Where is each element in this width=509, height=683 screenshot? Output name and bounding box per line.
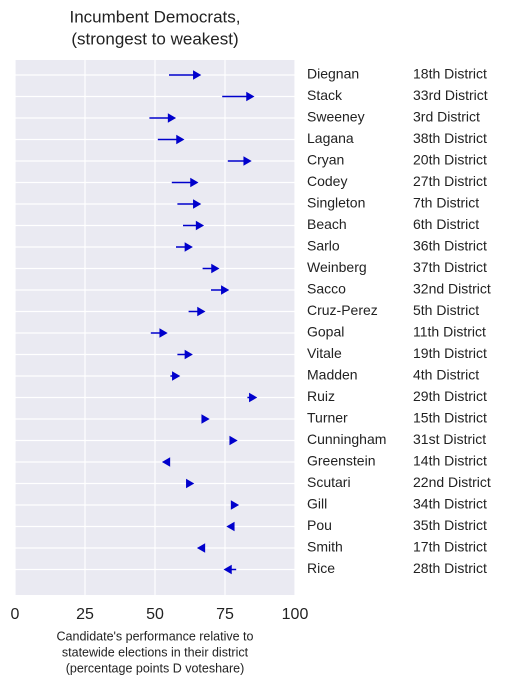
chart-title: (strongest to weakest): [71, 29, 238, 48]
district-label: 18th District: [413, 66, 487, 82]
district-label: 38th District: [413, 130, 487, 146]
y-tick-label: Diegnan: [307, 66, 359, 82]
district-label: 36th District: [413, 238, 487, 254]
chart-title: Incumbent Democrats,: [69, 7, 240, 26]
district-label: 4th District: [413, 367, 479, 383]
arrow: [211, 285, 230, 295]
y-tick-label: Beach: [307, 216, 347, 232]
y-tick-label: Pou: [307, 517, 332, 533]
x-tick-label: 100: [282, 606, 309, 623]
arrow: [230, 500, 240, 510]
arrow: [171, 177, 199, 188]
district-label: 6th District: [413, 216, 479, 232]
district-label: 5th District: [413, 302, 479, 318]
district-label: 22nd District: [413, 474, 491, 490]
district-label: 14th District: [413, 453, 487, 469]
x-tick-label: 50: [146, 606, 164, 623]
district-label: 28th District: [413, 560, 487, 576]
y-tick-label: Gopal: [307, 324, 344, 340]
y-tick-label: Codey: [307, 173, 347, 189]
arrow: [186, 478, 195, 489]
arrow: [201, 414, 210, 424]
arrow: [202, 263, 220, 274]
district-label: 37th District: [413, 259, 487, 275]
y-tick-label: Gill: [307, 496, 327, 512]
x-axis-label: statewide elections in their district: [62, 645, 249, 659]
x-tick-label: 0: [11, 606, 20, 623]
x-axis-label: Candidate's performance relative to: [57, 629, 254, 643]
arrow: [177, 199, 202, 209]
district-label: 31st District: [413, 431, 486, 447]
arrow: [196, 543, 206, 553]
y-tick-label: Lagana: [307, 130, 354, 146]
x-tick-label: 75: [216, 606, 234, 623]
district-label: 19th District: [413, 345, 487, 361]
y-tick-label: Sarlo: [307, 238, 340, 254]
district-label: 29th District: [413, 388, 487, 404]
y-tick-label: Singleton: [307, 195, 365, 211]
arrow: [150, 328, 168, 338]
y-tick-label: Madden: [307, 367, 358, 383]
district-label: 15th District: [413, 410, 487, 426]
arrow: [177, 349, 193, 360]
arrow: [229, 435, 238, 446]
y-tick-label: Sweeney: [307, 109, 365, 125]
district-label: 20th District: [413, 152, 487, 168]
y-tick-label: Smith: [307, 539, 343, 555]
y-tick-label: Scutari: [307, 474, 351, 490]
arrow: [247, 392, 258, 403]
x-tick-label: 25: [76, 606, 94, 623]
arrow: [149, 113, 177, 123]
y-tick-label: Stack: [307, 87, 343, 103]
arrow: [226, 521, 235, 532]
y-tick-label: Cunningham: [307, 431, 386, 447]
y-tick-label: Rice: [307, 560, 335, 576]
arrow: [223, 564, 237, 575]
arrow: [227, 156, 252, 166]
arrow: [188, 306, 206, 317]
x-axis-label: (percentage points D voteshare): [66, 661, 245, 675]
y-tick-label: Turner: [307, 410, 348, 426]
arrow: [183, 220, 205, 231]
y-tick-label: Greenstein: [307, 453, 375, 469]
district-label: 32nd District: [413, 281, 491, 297]
district-label: 34th District: [413, 496, 487, 512]
district-label: 11th District: [413, 324, 486, 340]
arrow: [176, 242, 193, 252]
arrow: [169, 70, 202, 80]
district-label: 33rd District: [413, 87, 488, 103]
y-tick-label: Sacco: [307, 281, 346, 297]
y-tick-label: Weinberg: [307, 259, 367, 275]
arrow: [157, 134, 185, 145]
district-label: 3rd District: [413, 109, 480, 125]
y-tick-label: Vitale: [307, 345, 342, 361]
district-label: 17th District: [413, 539, 487, 555]
district-label: 7th District: [413, 195, 479, 211]
district-label: 35th District: [413, 517, 487, 533]
y-tick-label: Ruiz: [307, 388, 335, 404]
y-tick-label: Cruz-Perez: [307, 302, 378, 318]
arrow: [222, 91, 255, 102]
arrow: [170, 371, 181, 381]
district-label: 27th District: [413, 173, 487, 189]
arrow: [161, 457, 171, 467]
y-tick-label: Cryan: [307, 152, 344, 168]
